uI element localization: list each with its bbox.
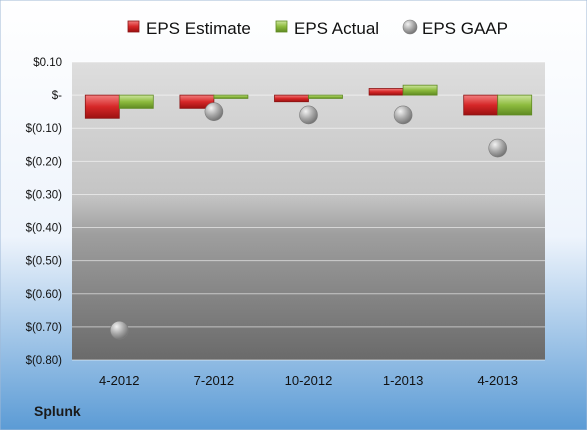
x-tick-label: 10-2012 bbox=[285, 373, 333, 388]
eps-actual-bar bbox=[497, 94, 533, 116]
eps-estimate-bar bbox=[179, 94, 215, 109]
x-tick-label: 7-2012 bbox=[194, 373, 234, 388]
y-tick-label: $(0.80) bbox=[26, 355, 63, 367]
y-tick-label: $0.10 bbox=[33, 57, 62, 69]
eps-estimate-bar bbox=[368, 88, 404, 96]
eps-actual-bar bbox=[308, 94, 343, 99]
legend-label: EPS Actual bbox=[294, 19, 379, 38]
y-tick-label: $- bbox=[52, 90, 62, 102]
eps-gaap-point bbox=[110, 320, 129, 340]
x-tick-label: 4-2012 bbox=[99, 373, 139, 388]
x-tick-label: 1-2013 bbox=[383, 373, 423, 388]
eps-actual-bar bbox=[118, 94, 154, 109]
eps-actual-bar bbox=[213, 94, 249, 99]
eps-estimate-bar bbox=[274, 94, 309, 103]
gridlines bbox=[72, 61, 545, 361]
bars bbox=[84, 84, 533, 119]
gaap-points bbox=[110, 102, 508, 340]
legend-label: EPS GAAP bbox=[422, 19, 508, 38]
legend-label: EPS Estimate bbox=[146, 19, 251, 38]
eps-gaap-point bbox=[299, 105, 318, 125]
legend: EPS Estimate EPS Actual EPS GAAP bbox=[127, 19, 508, 38]
eps-estimate-bar bbox=[84, 94, 120, 119]
y-tick-label: $(0.20) bbox=[26, 156, 63, 168]
y-axis-ticks: $0.10 $- $(0.10) $(0.20) $(0.30) $(0.40) $(0.5… bbox=[26, 57, 63, 367]
company-label: Splunk bbox=[34, 403, 81, 419]
eps-gaap-point bbox=[393, 105, 413, 125]
legend-swatch-estimate bbox=[127, 20, 140, 33]
y-tick-label: $(0.60) bbox=[26, 289, 63, 301]
x-axis-ticks: 4-2012 7-2012 10-2012 1-2013 4-2013 bbox=[99, 373, 518, 388]
eps-actual-bar bbox=[402, 84, 438, 96]
x-tick-label: 4-2013 bbox=[477, 373, 517, 388]
y-tick-label: $(0.50) bbox=[26, 256, 63, 268]
y-tick-label: $(0.70) bbox=[26, 322, 63, 334]
legend-swatch-gaap bbox=[402, 19, 418, 35]
y-tick-label: $(0.30) bbox=[26, 189, 63, 201]
eps-gaap-point bbox=[204, 102, 224, 121]
eps-estimate-bar bbox=[463, 94, 499, 116]
y-tick-label: $(0.40) bbox=[26, 223, 63, 235]
legend-swatch-actual bbox=[275, 20, 288, 33]
eps-gaap-point bbox=[488, 138, 508, 158]
y-tick-label: $(0.10) bbox=[26, 123, 63, 135]
